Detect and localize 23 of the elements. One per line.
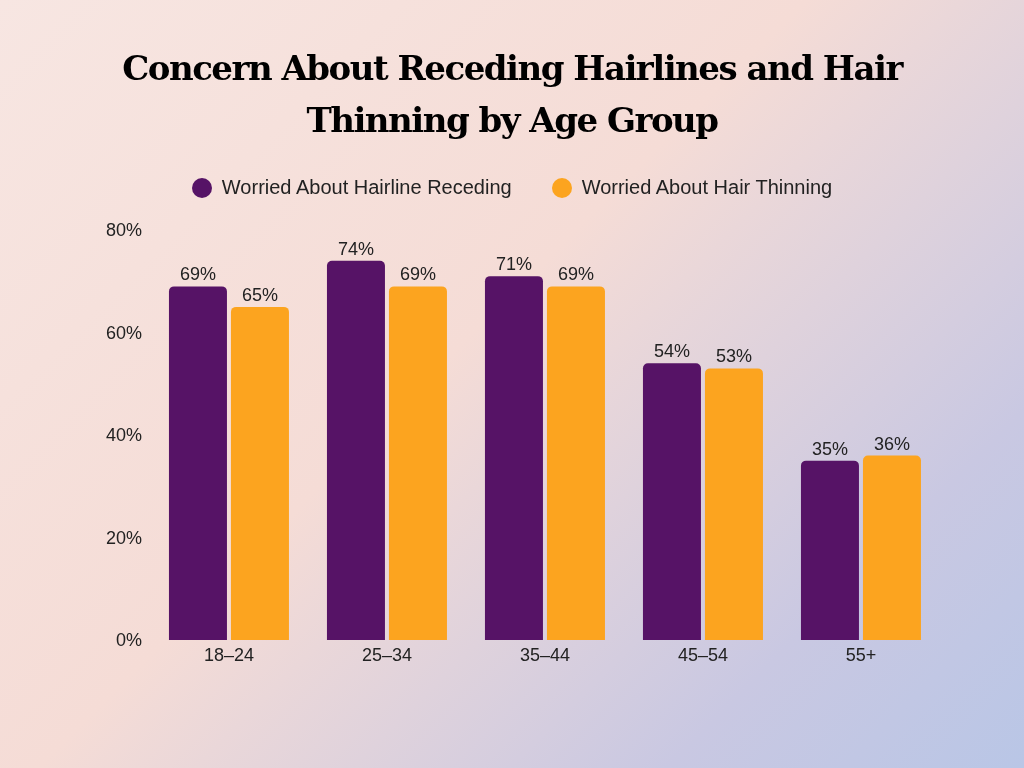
data-label: 65% bbox=[241, 284, 278, 305]
y-tick-label: 20% bbox=[105, 527, 142, 548]
data-label: 69% bbox=[557, 264, 594, 285]
x-tick-label: 55+ bbox=[845, 644, 877, 665]
data-label: 71% bbox=[495, 254, 532, 275]
x-tick-label: 25–34 bbox=[361, 644, 413, 665]
y-tick-label: 0% bbox=[115, 630, 142, 651]
y-tick-label: 40% bbox=[105, 425, 142, 446]
data-label: 53% bbox=[715, 346, 752, 367]
data-label: 35% bbox=[811, 438, 848, 459]
legend-label: Worried About Hair Thinning bbox=[581, 176, 833, 199]
x-tick-label: 18–24 bbox=[203, 644, 255, 665]
data-label: 74% bbox=[337, 238, 374, 259]
data-label: 36% bbox=[873, 433, 910, 454]
y-tick-label: 60% bbox=[105, 322, 142, 343]
legend-label: Worried About Hairline Receding bbox=[221, 176, 512, 199]
x-tick-label: 45–54 bbox=[677, 644, 729, 665]
data-label: 54% bbox=[653, 341, 690, 362]
x-tick-label: 35–44 bbox=[519, 644, 571, 665]
chart-title: Concern About Receding Hairlines and Hair Thinning by Age Group bbox=[121, 47, 904, 142]
data-label: 69% bbox=[179, 264, 216, 285]
data-label: 69% bbox=[399, 264, 436, 285]
y-tick-label: 80% bbox=[105, 220, 142, 241]
